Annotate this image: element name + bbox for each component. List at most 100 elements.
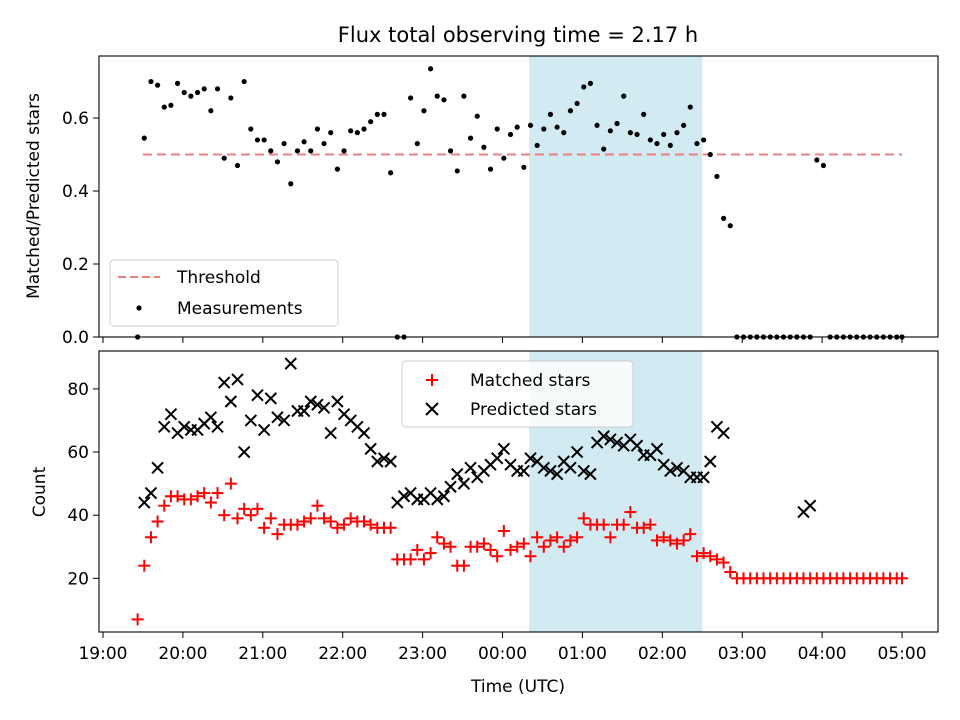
measurement-point [361, 126, 367, 132]
matched-star-point [511, 540, 524, 553]
measurement-point [414, 140, 420, 147]
measurement-point [507, 131, 514, 138]
x-tick-label: 05:00 [878, 644, 927, 664]
matched-star-point [896, 572, 909, 585]
measurement-point [614, 120, 620, 127]
legend-measurements-label: Measurements [177, 299, 303, 319]
matched-star-point [524, 550, 537, 563]
predicted-star-point [550, 467, 564, 481]
predicted-star-point [257, 423, 271, 437]
predicted-star-point [570, 445, 584, 459]
measurement-point [428, 66, 434, 72]
x-tick-label: 04:00 [798, 644, 847, 664]
chart-title: Flux total observing time = 2.17 h [338, 23, 698, 47]
top-legend: Threshold Measurements [109, 259, 339, 327]
predicted-star-point [251, 388, 264, 402]
matched-star-point [404, 553, 417, 566]
predicted-star-point [277, 414, 291, 427]
measurement-point [221, 155, 227, 161]
measurement-point [667, 142, 673, 149]
x-tick-label: 03:00 [718, 644, 767, 664]
measurement-point [348, 128, 354, 134]
measurement-point [241, 78, 247, 85]
bottom-legend: Matched stars Predicted stars [401, 360, 634, 428]
measurement-point [301, 139, 307, 145]
measurement-point [681, 122, 687, 128]
matched-star-point [304, 512, 317, 525]
measurement-point [814, 157, 820, 163]
measurement-point [321, 140, 327, 147]
measurement-point [228, 95, 234, 101]
matched-star-point [224, 477, 237, 490]
measurement-point [641, 111, 647, 117]
top-y-axis-label: Matched/Predicted stars [24, 93, 44, 299]
matched-star-point [484, 543, 497, 556]
measurement-point [188, 93, 194, 99]
matched-star-point [291, 518, 304, 531]
matched-star-point [271, 528, 284, 541]
bottom-panel: 20 40 60 80 19:00 20:00 21:00 22:00 23:00 00:00 0… [30, 350, 939, 664]
matched-star-point [331, 521, 344, 534]
measurement-point [607, 128, 613, 134]
matched-star-point [424, 547, 437, 560]
matched-star-point [431, 531, 444, 544]
measurement-point [148, 78, 154, 85]
measurement-point [341, 148, 347, 154]
matched-star-point [564, 534, 577, 547]
measurement-point [494, 126, 500, 132]
predicted-star-point [517, 464, 531, 478]
measurement-point [674, 130, 680, 136]
predicted-star-point [284, 357, 297, 370]
measurement-point [581, 84, 587, 90]
top-plot-frame [98, 55, 939, 338]
predicted-star-point [670, 461, 684, 475]
matched-star-point [298, 515, 311, 528]
x-axis-label: Time (UTC) [470, 677, 565, 697]
matched-star-point [477, 537, 490, 550]
matched-star-point [364, 518, 377, 531]
x-tick-label: 20:00 [158, 644, 207, 664]
measurement-point [727, 223, 733, 229]
bottom-y-axis-label: Count [30, 466, 50, 517]
measurement-point [294, 148, 301, 154]
measurement-point [561, 130, 567, 136]
measurement-point [501, 155, 507, 161]
measurement-point [567, 108, 574, 114]
matched-star-point [324, 515, 337, 528]
matched-star-point [497, 524, 510, 537]
predicted-star-point [497, 442, 511, 456]
matched-star-point [258, 521, 271, 534]
legend-threshold-label: Threshold [176, 268, 261, 288]
predicted-star-point [377, 452, 391, 465]
measurement-point [574, 100, 580, 107]
legend-measurements-swatch [136, 305, 142, 311]
matched-star-point [244, 509, 257, 522]
predicted-star-point [331, 395, 344, 408]
measurement-point [701, 137, 707, 143]
matched-star-point [471, 540, 484, 553]
matched-star-point [204, 496, 217, 509]
measurement-point [288, 181, 294, 187]
measurement-point [547, 111, 554, 117]
predicted-star-point [597, 430, 610, 443]
measurement-point [281, 140, 287, 147]
predicted-star-point [297, 404, 311, 418]
measurement-point [214, 86, 221, 92]
measurement-point [534, 142, 540, 149]
measurement-point [201, 86, 207, 92]
matched-star-point [684, 528, 697, 541]
measurement-point [514, 124, 520, 130]
measurement-point [234, 162, 241, 169]
matched-star-point [171, 490, 184, 503]
top-y-tick-label: 0.4 [62, 182, 89, 202]
measurement-point [661, 131, 667, 138]
matched-star-point [184, 493, 197, 506]
measurement-point [208, 108, 214, 114]
predicted-star-point [244, 414, 258, 427]
measurement-point [601, 146, 607, 152]
predicted-star-point [357, 426, 371, 440]
predicted-star-point [604, 433, 617, 446]
measurement-point [447, 148, 454, 154]
measurement-point [521, 164, 527, 170]
measurement-point [647, 137, 653, 143]
